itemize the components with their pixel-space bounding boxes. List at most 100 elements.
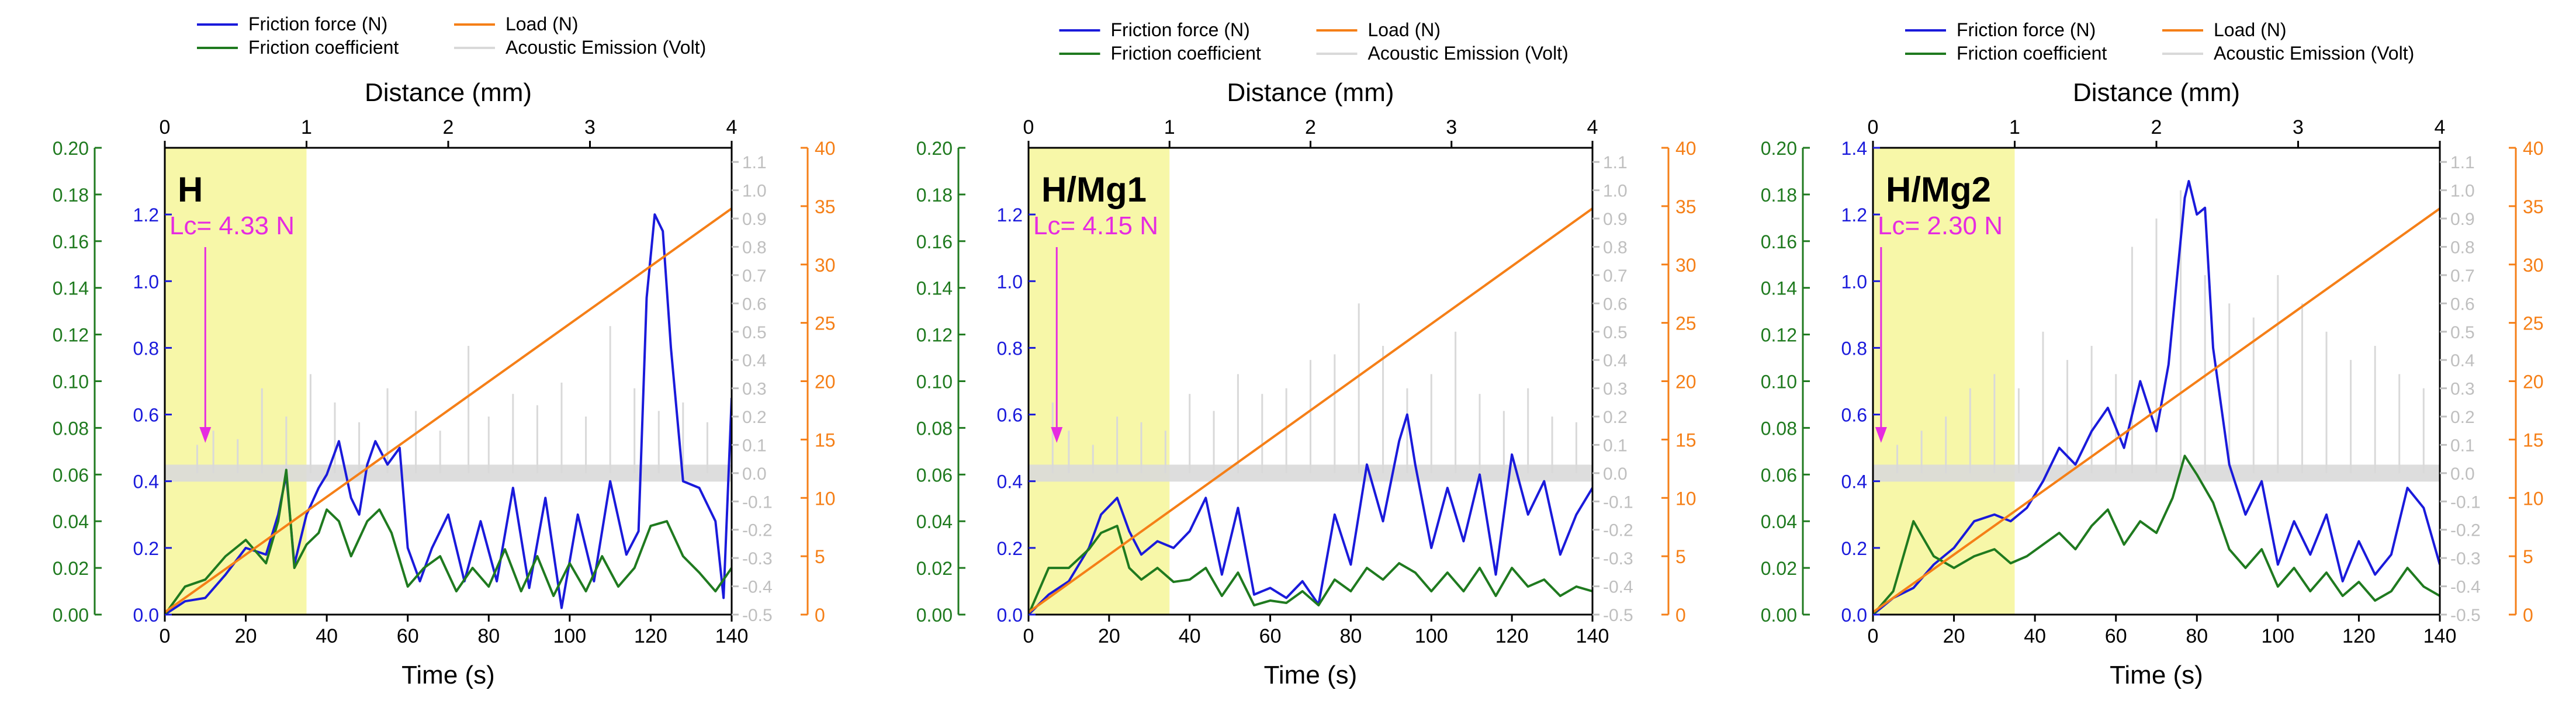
friction-coefficient-tick-label: 0.16 <box>1761 231 1797 252</box>
distance-tick-label: 4 <box>1587 116 1598 138</box>
top-axis-title: Distance (mm) <box>1227 78 1394 107</box>
acoustic-emission-tick-label: 0.0 <box>742 464 767 484</box>
load-tick-label: 10 <box>2523 488 2544 509</box>
distance-tick-label: 2 <box>1305 116 1316 138</box>
friction-force-tick-label: 0.4 <box>133 471 159 492</box>
acoustic-emission-tick-label: 0.1 <box>742 436 767 455</box>
friction-coefficient-tick-label: 0.00 <box>1761 605 1797 626</box>
friction-coefficient-tick-label: 0.04 <box>53 511 89 532</box>
acoustic-emission-tick-label: 0.2 <box>2450 408 2475 427</box>
highlight-region <box>165 148 307 615</box>
friction-force-tick-label: 1.0 <box>997 271 1023 292</box>
load-tick-label: 20 <box>1675 372 1696 393</box>
acoustic-emission-band <box>165 464 732 482</box>
x-tick-label: 80 <box>1340 625 1362 647</box>
load-line <box>1029 207 1592 613</box>
distance-tick-label: 0 <box>1868 116 1879 138</box>
acoustic-emission-tick-label: 0.4 <box>2450 351 2475 370</box>
legend-label-load: Load (N) <box>505 13 579 34</box>
friction-force-tick-label: 0.2 <box>1841 538 1867 559</box>
critical-load-arrow-head <box>1875 427 1887 443</box>
load-tick-label: 15 <box>1675 429 1696 450</box>
load-tick-label: 35 <box>1675 196 1696 217</box>
load-tick-label: 40 <box>815 138 836 159</box>
acoustic-emission-tick-label: 0.8 <box>742 238 767 257</box>
legend-label-friction-force: Friction force (N) <box>1111 19 1250 40</box>
load-tick-label: 25 <box>815 313 836 334</box>
load-tick-label: 0 <box>815 605 825 626</box>
load-tick-label: 10 <box>815 488 836 509</box>
critical-load-label: Lc= 2.30 N <box>1878 211 2003 240</box>
acoustic-emission-tick-label: -0.4 <box>2450 578 2481 597</box>
x-tick-label: 80 <box>477 625 500 647</box>
legend-label-load: Load (N) <box>2214 19 2287 40</box>
acoustic-emission-tick-label: -0.4 <box>742 578 773 597</box>
friction-force-tick-label: 0.8 <box>997 338 1023 359</box>
acoustic-emission-tick-label: -0.2 <box>1603 521 1633 540</box>
acoustic-emission-tick-label: 1.0 <box>742 182 767 201</box>
acoustic-emission-tick-label: 0.1 <box>1603 436 1628 455</box>
acoustic-emission-tick-label: 1.0 <box>2450 182 2475 201</box>
legend-label-friction-coefficient: Friction coefficient <box>1957 43 2107 64</box>
x-tick-label: 0 <box>160 625 171 647</box>
friction-coefficient-tick-label: 0.10 <box>1761 372 1797 393</box>
acoustic-emission-tick-label: -0.4 <box>1603 578 1633 597</box>
friction-force-tick-label: 0.0 <box>1841 605 1867 626</box>
friction-coefficient-tick-label: 0.20 <box>1761 138 1797 159</box>
load-tick-label: 15 <box>2523 429 2544 450</box>
acoustic-emission-tick-label: -0.1 <box>2450 492 2481 512</box>
top-axis-title: Distance (mm) <box>365 78 532 107</box>
friction-force-tick-label: 0.4 <box>1841 471 1867 492</box>
acoustic-emission-tick-label: -0.3 <box>2450 549 2481 568</box>
acoustic-emission-tick-label: -0.5 <box>1603 606 1633 625</box>
friction-coefficient-tick-label: 0.18 <box>1761 185 1797 206</box>
friction-coefficient-tick-label: 0.10 <box>916 372 953 393</box>
acoustic-emission-tick-label: -0.1 <box>1603 492 1633 512</box>
x-tick-label: 20 <box>1943 625 1965 647</box>
friction-coefficient-line <box>1029 525 1592 615</box>
friction-force-tick-label: 0.6 <box>997 405 1023 426</box>
acoustic-emission-tick-label: 0.6 <box>1603 294 1628 314</box>
x-tick-label: 60 <box>2105 625 2127 647</box>
distance-tick-label: 1 <box>2009 116 2020 138</box>
x-tick-label: 80 <box>2186 625 2208 647</box>
load-tick-label: 0 <box>1675 605 1686 626</box>
top-axis-title: Distance (mm) <box>2073 78 2240 107</box>
friction-coefficient-tick-label: 0.02 <box>1761 558 1797 579</box>
legend-label-friction-coefficient: Friction coefficient <box>1111 43 1261 64</box>
friction-force-tick-label: 0.0 <box>133 605 159 626</box>
x-axis-title: Time (s) <box>2110 661 2203 689</box>
critical-load-label: Lc= 4.15 N <box>1033 211 1158 240</box>
acoustic-emission-tick-label: 0.2 <box>742 408 767 427</box>
friction-force-tick-label: 1.0 <box>133 271 159 292</box>
distance-tick-label: 1 <box>1164 116 1175 138</box>
acoustic-emission-tick-label: 0.8 <box>2450 238 2475 257</box>
friction-coefficient-tick-label: 0.16 <box>53 231 89 252</box>
acoustic-emission-tick-label: 0.9 <box>1603 210 1628 229</box>
friction-force-tick-label: 0.2 <box>997 538 1023 559</box>
load-tick-label: 25 <box>1675 313 1696 334</box>
acoustic-emission-tick-label: 0.4 <box>742 351 767 370</box>
friction-force-line <box>1873 180 2440 615</box>
load-tick-label: 30 <box>2523 255 2544 276</box>
x-tick-label: 140 <box>2423 625 2457 647</box>
distance-tick-label: 4 <box>726 116 738 138</box>
x-tick-label: 120 <box>634 625 667 647</box>
load-tick-label: 40 <box>1675 138 1696 159</box>
x-tick-label: 100 <box>2261 625 2294 647</box>
acoustic-emission-tick-label: 0.3 <box>742 380 767 399</box>
legend-label-friction-force: Friction force (N) <box>248 13 387 34</box>
x-tick-label: 60 <box>1259 625 1282 647</box>
load-tick-label: 15 <box>815 429 836 450</box>
acoustic-emission-tick-label: 0.9 <box>2450 210 2475 229</box>
x-tick-label: 20 <box>235 625 257 647</box>
friction-coefficient-tick-label: 0.10 <box>53 372 89 393</box>
friction-coefficient-tick-label: 0.02 <box>53 558 89 579</box>
distance-tick-label: 3 <box>584 116 595 138</box>
friction-coefficient-tick-label: 0.06 <box>53 464 89 485</box>
friction-force-tick-label: 0.6 <box>133 405 159 426</box>
friction-coefficient-tick-label: 0.20 <box>916 138 953 159</box>
friction-coefficient-tick-label: 0.08 <box>1761 418 1797 439</box>
friction-coefficient-tick-label: 0.14 <box>916 278 953 299</box>
